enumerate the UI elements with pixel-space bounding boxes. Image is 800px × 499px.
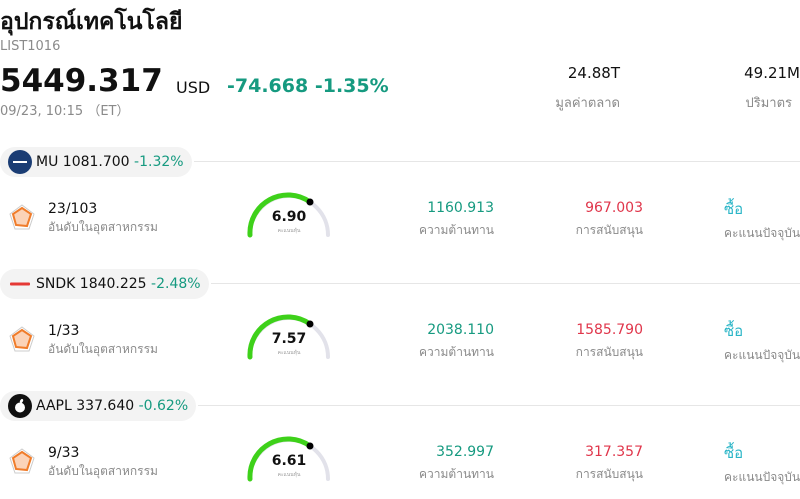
support-label: การสนับสนุน <box>575 345 643 359</box>
market-cap: 24.88T <box>567 64 620 82</box>
change-pct: -1.35% <box>314 75 389 97</box>
chip-text: AAPL 337.640 -0.62% <box>36 398 188 414</box>
code: LIST1016 <box>0 39 61 54</box>
change-value: -74.668 <box>227 75 309 97</box>
separator <box>211 283 800 284</box>
stock-chip[interactable]: AAPL 337.640 -0.62% <box>0 391 197 421</box>
rank-label: อันดับในอุตสาหกรรม <box>48 220 158 234</box>
gauge <box>246 191 332 243</box>
rank: 1/33 <box>48 323 80 339</box>
support-label: การสนับสนุน <box>575 467 643 481</box>
stock-price: 1840.225 <box>79 276 147 292</box>
action-label: คะแนนปัจจุบัน <box>724 226 800 240</box>
action-label: คะแนนปัจจุบัน <box>724 470 800 484</box>
resistance-label: ความต้านทาน <box>419 345 494 359</box>
market-cap-label: มูลค่าตลาด <box>555 96 620 111</box>
stock-chip[interactable]: SNDK 1840.225 -2.48% <box>0 269 209 299</box>
time: 09/23, 10:15 （ET） <box>0 104 130 119</box>
action[interactable]: ซื้อ <box>724 200 744 218</box>
volume-label: ปริมาตร <box>745 96 792 111</box>
stock-price: 337.640 <box>76 398 135 414</box>
title: อุปกรณ์เทคโนโลยี <box>0 9 183 35</box>
resistance: 2038.110 <box>427 322 494 338</box>
resistance: 352.997 <box>436 444 494 460</box>
resistance-label: ความต้านทาน <box>419 467 494 481</box>
score: 7.57 <box>271 331 307 347</box>
stock-price: 1081.700 <box>62 154 130 170</box>
logo <box>8 150 32 174</box>
logo <box>10 282 30 286</box>
price: 5449.317 <box>0 63 163 99</box>
chip-text: SNDK 1840.225 -2.48% <box>36 276 201 292</box>
score-label: คะแนนหุ้น <box>277 350 301 356</box>
ticker: MU <box>36 154 59 170</box>
rank: 9/33 <box>48 445 80 461</box>
ticker: AAPL <box>36 398 72 414</box>
radar-icon <box>8 446 36 480</box>
gauge <box>246 435 332 487</box>
support: 967.003 <box>585 200 643 216</box>
rank: 23/103 <box>48 201 98 217</box>
support-label: การสนับสนุน <box>575 223 643 237</box>
currency: USD <box>176 78 211 97</box>
stock-chip[interactable]: MU 1081.700 -1.32% <box>0 147 192 177</box>
resistance: 1160.913 <box>427 200 494 216</box>
action[interactable]: ซื้อ <box>724 322 744 340</box>
change: -74.668 -1.35% <box>227 75 389 97</box>
action-label: คะแนนปัจจุบัน <box>724 348 800 362</box>
support: 317.357 <box>585 444 643 460</box>
stock-change: -2.48% <box>151 276 201 292</box>
stock-change: -0.62% <box>138 398 189 414</box>
score: 6.61 <box>271 453 307 469</box>
radar-icon <box>8 202 36 236</box>
gauge <box>246 313 332 365</box>
volume: 49.21M <box>744 64 800 82</box>
support: 1585.790 <box>576 322 643 338</box>
score-label: คะแนนหุ้น <box>277 228 301 234</box>
rank-label: อันดับในอุตสาหกรรม <box>48 342 158 356</box>
score: 6.90 <box>271 209 307 225</box>
stock-change: -1.32% <box>134 154 184 170</box>
logo <box>8 394 32 418</box>
separator <box>194 161 800 162</box>
chip-text: MU 1081.700 -1.32% <box>36 154 184 170</box>
resistance-label: ความต้านทาน <box>419 223 494 237</box>
radar-icon <box>8 324 36 358</box>
ticker: SNDK <box>36 276 76 292</box>
score-label: คะแนนหุ้น <box>277 472 301 478</box>
action[interactable]: ซื้อ <box>724 444 744 462</box>
rank-label: อันดับในอุตสาหกรรม <box>48 464 158 478</box>
separator <box>198 405 800 406</box>
